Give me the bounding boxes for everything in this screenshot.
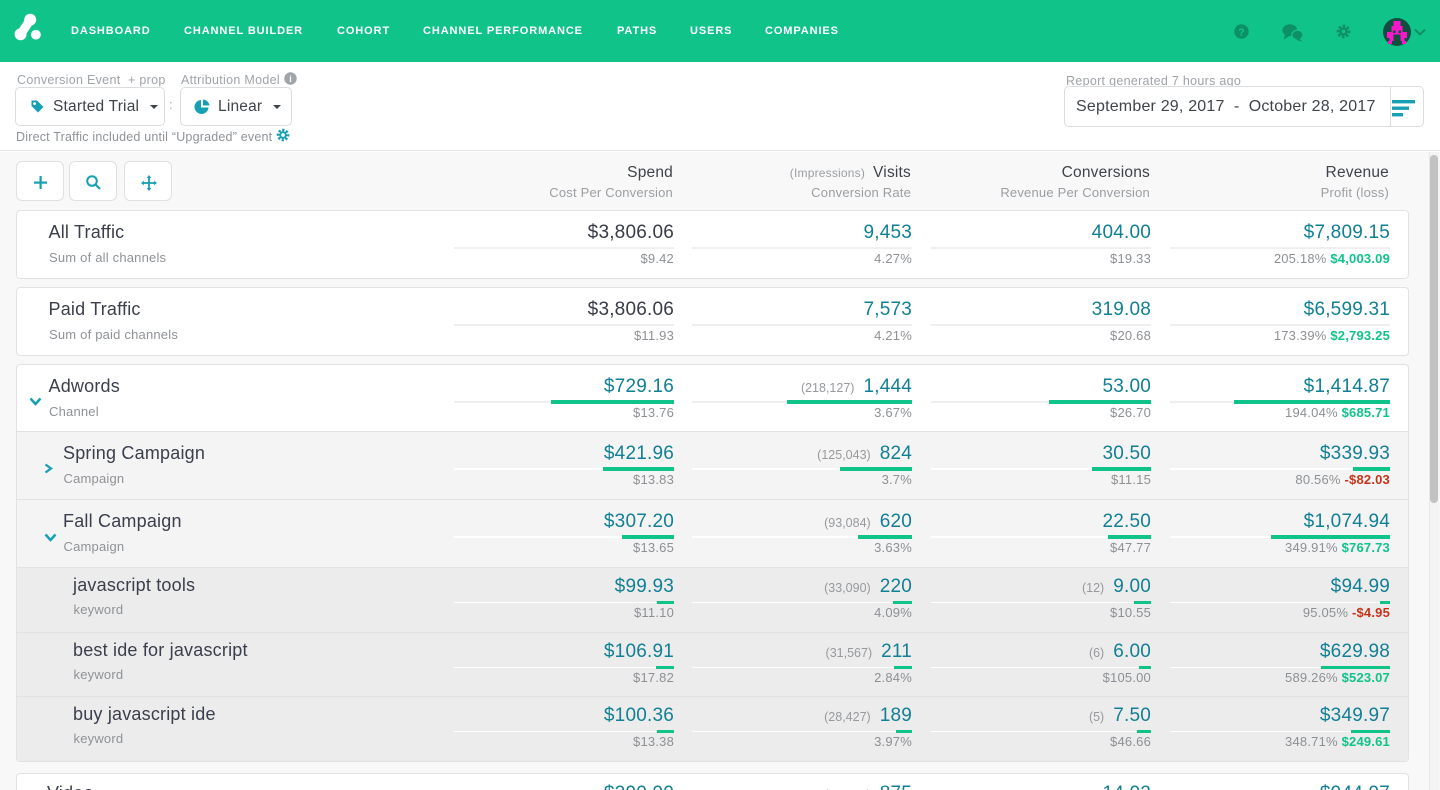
svg-text:i: i — [289, 74, 292, 84]
svg-text:?: ? — [1238, 26, 1244, 38]
